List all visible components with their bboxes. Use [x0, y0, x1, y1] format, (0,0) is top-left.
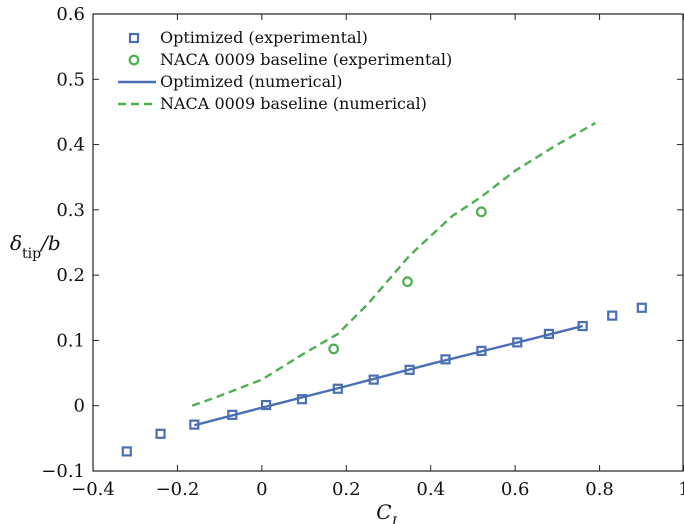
- y-tick-label: 0.6: [56, 4, 85, 25]
- legend-entry-3: NACA 0009 baseline (numerical): [118, 94, 427, 113]
- data-point: [328, 343, 340, 355]
- x-tick-label: 0.2: [332, 479, 361, 500]
- plot-frame: [92, 13, 684, 472]
- x-tick-label: −0.4: [71, 479, 115, 500]
- legend-label: Optimized (experimental): [160, 28, 368, 47]
- series-3: [191, 121, 596, 407]
- y-axis-label: δtip/b: [10, 231, 61, 262]
- legend-entry-1: NACA 0009 baseline (experimental): [128, 50, 452, 69]
- y-tick-label: 0.1: [56, 330, 85, 351]
- series-line: [194, 324, 583, 427]
- y-tick-label: 0.4: [56, 135, 85, 156]
- legend-marker: [128, 54, 140, 66]
- data-point: [607, 310, 618, 321]
- series-layer: [121, 121, 647, 457]
- legend: Optimized (experimental) NACA 0009 baseli…: [118, 28, 452, 113]
- data-point: [636, 302, 647, 313]
- legend-label: NACA 0009 baseline (experimental): [160, 50, 452, 69]
- legend-entry-2: Optimized (numerical): [118, 72, 343, 91]
- x-tick-label: −0.2: [156, 479, 200, 500]
- legend-entry-0: Optimized (experimental): [128, 28, 368, 47]
- series-1: [328, 206, 487, 355]
- legend-label: NACA 0009 baseline (numerical): [160, 94, 427, 113]
- legend-marker: [128, 32, 140, 44]
- x-tick-label: 0.6: [501, 479, 530, 500]
- series-0: [121, 302, 647, 457]
- series-2: [194, 324, 583, 427]
- x-tick-label: 0: [256, 479, 267, 500]
- x-tick-label: 0.8: [585, 479, 614, 500]
- y-tick-label: 0.5: [56, 69, 85, 90]
- series-line: [191, 121, 596, 407]
- data-point: [475, 206, 487, 218]
- data-point: [402, 276, 413, 288]
- data-point: [155, 428, 166, 439]
- axis-labels: CL δtip/b: [10, 231, 401, 524]
- y-tick-label: −0.1: [41, 461, 85, 482]
- x-axis-label: CL: [376, 500, 401, 524]
- x-tick-label: 0.4: [416, 479, 445, 500]
- y-tick-label: 0: [74, 396, 85, 417]
- legend-label: Optimized (numerical): [160, 72, 343, 91]
- x-tick-label: 1: [678, 479, 684, 500]
- y-tick-label: 0.2: [56, 265, 85, 286]
- y-tick-label: 0.3: [56, 200, 85, 221]
- data-point: [121, 446, 132, 457]
- axes: −0.4 −0.2 0 0.2 0.4 0.6 0.8 1 −0.1 0 0.1 0.2 0.3 0.4 0…: [41, 4, 684, 500]
